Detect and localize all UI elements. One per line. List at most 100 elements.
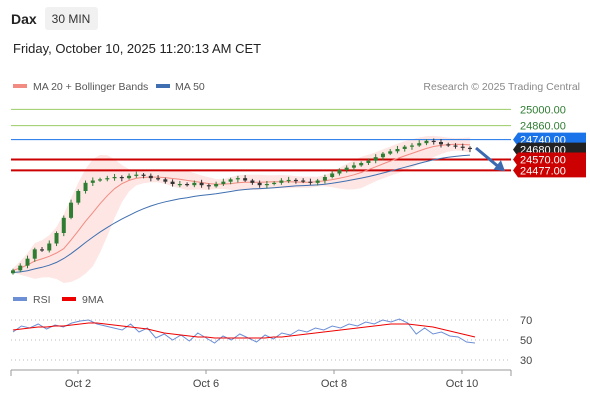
candle-body bbox=[359, 163, 364, 166]
candle-body bbox=[235, 178, 240, 180]
legend-swatch-rsi bbox=[13, 297, 27, 301]
candle-body bbox=[380, 153, 385, 158]
candle-body bbox=[76, 191, 81, 203]
candle-body bbox=[330, 173, 335, 177]
candle-body bbox=[243, 178, 248, 181]
legend-rsi-label: RSI bbox=[33, 294, 51, 306]
candle-body bbox=[257, 182, 262, 186]
level-tag-support bbox=[513, 152, 586, 167]
x-tick-label: Oct 2 bbox=[65, 378, 91, 390]
candle-body bbox=[272, 182, 277, 185]
level-labels: 25000.0024860.0024740.0024680.0024570.00… bbox=[513, 104, 586, 178]
candle-body bbox=[315, 180, 320, 183]
candle-body bbox=[424, 140, 429, 144]
candle-body bbox=[134, 174, 139, 176]
candle-body bbox=[177, 184, 182, 186]
candle-body bbox=[214, 184, 219, 187]
candle-body bbox=[286, 179, 291, 182]
candle-body bbox=[468, 147, 472, 150]
candle-body bbox=[395, 149, 400, 152]
legend-swatch-ma20 bbox=[13, 84, 27, 88]
candle-body bbox=[148, 175, 153, 179]
level-tag-support bbox=[513, 163, 586, 178]
candles bbox=[11, 138, 472, 275]
candle-body bbox=[308, 181, 313, 183]
rsi-tick-label: 70 bbox=[520, 315, 532, 327]
rsi-line bbox=[12, 318, 476, 344]
candle-body bbox=[402, 146, 407, 149]
candle-body bbox=[32, 249, 37, 259]
candle-body bbox=[18, 265, 23, 271]
candle-body bbox=[112, 177, 117, 179]
credit-text: Research © 2025 Trading Central bbox=[423, 81, 580, 93]
candle-body bbox=[279, 180, 284, 183]
candle-body bbox=[250, 180, 255, 183]
candle-body bbox=[322, 177, 327, 181]
candle-body bbox=[199, 182, 204, 186]
candle-body bbox=[119, 177, 124, 179]
candle-body bbox=[69, 202, 74, 218]
candle-body bbox=[417, 143, 422, 146]
x-tick-label: Oct 10 bbox=[446, 378, 478, 390]
candle-body bbox=[366, 160, 371, 163]
candle-body bbox=[460, 146, 465, 148]
candle-body bbox=[264, 184, 269, 186]
ma20-line bbox=[12, 143, 471, 271]
candle-body bbox=[156, 178, 161, 180]
candle-body bbox=[351, 165, 356, 168]
ma50-line bbox=[12, 154, 471, 273]
legend-9ma-label: 9MA bbox=[82, 294, 104, 306]
candle-body bbox=[185, 184, 190, 186]
candle-body bbox=[228, 179, 233, 182]
level-label-resistance: 24860.00 bbox=[520, 121, 566, 133]
candle-body bbox=[83, 182, 88, 191]
rsi-lines bbox=[12, 318, 476, 344]
candle-body bbox=[141, 174, 146, 176]
timestamp: Friday, October 10, 2025 11:20:13 AM CET bbox=[13, 41, 261, 56]
candle-body bbox=[344, 167, 349, 170]
level-lines bbox=[11, 108, 511, 172]
candle-body bbox=[90, 180, 95, 183]
x-tick-label: Oct 8 bbox=[321, 378, 347, 390]
candle-body bbox=[47, 243, 52, 251]
candle-body bbox=[453, 145, 458, 147]
candle-body bbox=[409, 145, 414, 147]
x-axis-ticks: Oct 2 Oct 6 Oct 8 Oct 10 bbox=[65, 370, 478, 390]
candle-body bbox=[337, 170, 342, 174]
candle-body bbox=[438, 142, 443, 145]
candle-body bbox=[373, 157, 378, 161]
candle-body bbox=[61, 217, 66, 233]
forecast-arrow-head bbox=[493, 160, 505, 172]
candle-body bbox=[163, 179, 168, 182]
candle-body bbox=[301, 180, 306, 182]
level-label-resistance: 25000.00 bbox=[520, 104, 566, 116]
moving-averages bbox=[12, 143, 471, 273]
candle-body bbox=[170, 181, 175, 184]
candle-body bbox=[388, 151, 393, 154]
rsi-tick-label: 50 bbox=[520, 335, 532, 347]
bollinger-band-area bbox=[13, 135, 470, 283]
legend-ma20-label: MA 20 + Bollinger Bands bbox=[33, 81, 148, 93]
rsi-grid: 70 50 30 bbox=[11, 315, 532, 367]
timeframe-button[interactable] bbox=[45, 7, 98, 30]
candle-body bbox=[431, 140, 436, 143]
legend-swatch-ma50 bbox=[156, 84, 170, 88]
forecast-arrow-shaft bbox=[475, 146, 500, 169]
candle-body bbox=[127, 175, 132, 179]
legend-swatch-9ma bbox=[62, 297, 76, 301]
candle-body bbox=[40, 249, 45, 251]
instrument-name: Dax bbox=[11, 11, 37, 27]
candle-body bbox=[206, 185, 211, 187]
forecast-arrow bbox=[475, 146, 505, 172]
candle-body bbox=[221, 181, 226, 184]
x-tick-label: Oct 6 bbox=[193, 378, 219, 390]
rsi-tick-label: 30 bbox=[520, 355, 532, 367]
candle-body bbox=[192, 182, 197, 186]
candle-body bbox=[98, 179, 103, 181]
level-label-support: 24477.00 bbox=[520, 165, 566, 177]
legend-ma50-label: MA 50 bbox=[175, 81, 205, 93]
candle-body bbox=[446, 144, 451, 146]
candle-body bbox=[11, 270, 15, 274]
candle-body bbox=[54, 233, 59, 244]
